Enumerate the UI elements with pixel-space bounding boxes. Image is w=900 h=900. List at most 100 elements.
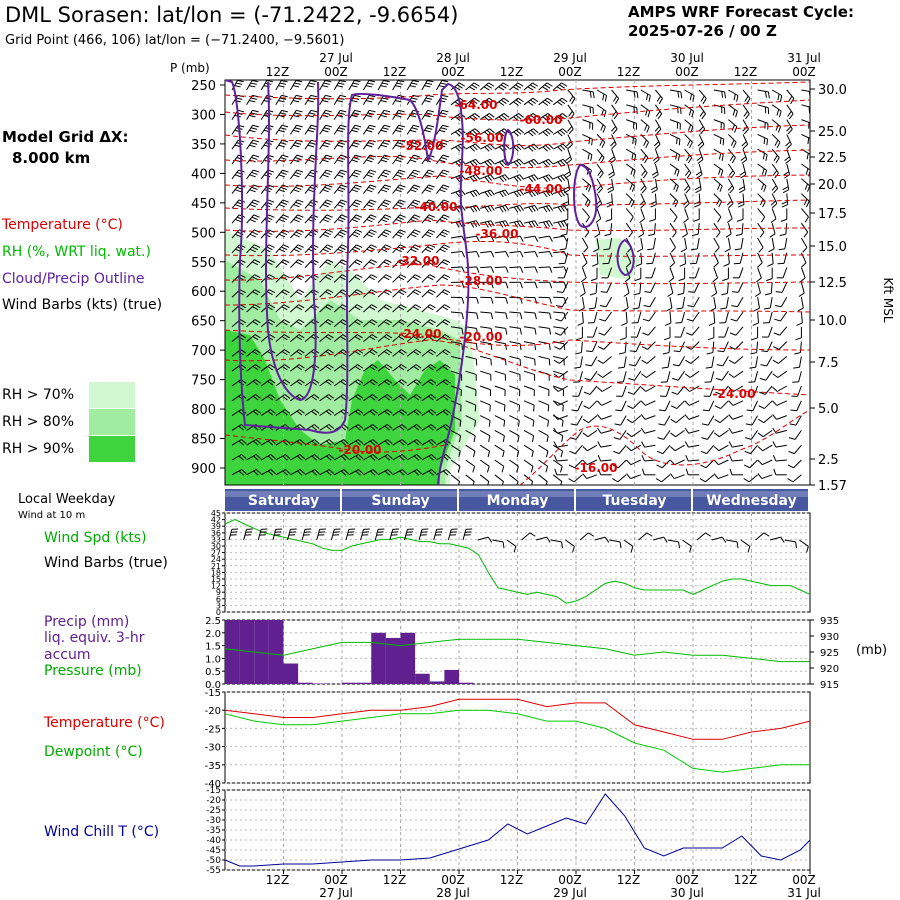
y-tick-label: 9 xyxy=(216,588,221,597)
wind-barb-flag xyxy=(734,126,738,133)
wind-barb xyxy=(301,528,312,541)
wind-barb xyxy=(686,311,700,322)
wind-barb-flag xyxy=(282,214,290,218)
wind-barb-staff xyxy=(600,459,612,462)
wind-barb-flag xyxy=(339,109,347,113)
wind-barb-staff xyxy=(710,371,715,382)
wind-barb-flag xyxy=(532,82,539,87)
pressure-line xyxy=(224,638,810,663)
wind-barb xyxy=(672,370,686,381)
wind-barb-flag xyxy=(672,377,679,381)
wind-barb xyxy=(421,304,436,313)
wind-barb-flag xyxy=(516,466,519,473)
wind-barb-flag xyxy=(293,248,300,253)
wind-barb-staff xyxy=(231,424,242,431)
wind-barb-flag xyxy=(339,231,346,236)
wind-barb-flag xyxy=(455,206,460,213)
wind-barb-flag xyxy=(596,185,602,191)
wind-barb-flag xyxy=(790,409,797,412)
wind-barb-flag xyxy=(547,128,554,134)
wind-barb-staff xyxy=(246,409,257,417)
wind-barb xyxy=(231,439,247,446)
wind-barb xyxy=(377,424,393,431)
wind-barb-flag xyxy=(298,364,305,369)
wind-barb-flag xyxy=(413,169,420,173)
forecast-cycle-value: 2025-07-26 / 00 Z xyxy=(628,22,777,40)
wind-barb-flag xyxy=(663,536,668,543)
wind-barb-staff xyxy=(406,259,416,268)
wind-barb-flag xyxy=(398,395,405,401)
wind-barb xyxy=(319,94,332,106)
wind-barb-flag xyxy=(328,379,334,384)
wind-barb-flag xyxy=(251,171,258,175)
wind-barb-flag xyxy=(357,394,364,399)
wind-barb xyxy=(653,134,661,150)
wind-barb-flag xyxy=(628,199,633,206)
wind-barb-flag xyxy=(650,186,658,191)
wind-barb xyxy=(552,97,568,106)
wind-barb-staff xyxy=(619,430,627,440)
wind-barb-flag xyxy=(281,291,288,296)
wind-barb-flag xyxy=(281,261,288,266)
wind-barb xyxy=(304,184,318,194)
wind-barb-flag xyxy=(632,307,639,310)
wind-barb-staff xyxy=(691,341,700,350)
wind-barb xyxy=(636,237,644,253)
wind-barb-flag xyxy=(780,218,787,222)
wind-barb-flag xyxy=(545,145,551,151)
wind-barb xyxy=(617,371,627,383)
wind-barb-staff xyxy=(538,459,548,467)
y-tick-label: 0 xyxy=(216,608,221,617)
wind-barb-flag xyxy=(425,112,433,115)
wind-barb xyxy=(670,400,685,410)
wind-barb xyxy=(687,296,700,308)
wind-barb-staff xyxy=(727,208,733,219)
wind-barb-staff xyxy=(319,469,330,476)
y-tick-label: 915 xyxy=(820,680,839,691)
wind-barb-staff xyxy=(733,370,744,378)
wind-barb xyxy=(742,104,750,120)
wind-barb-flag xyxy=(726,218,733,224)
wind-barb-flag xyxy=(698,144,705,150)
wind-barb-staff xyxy=(538,429,549,437)
wind-barb-staff xyxy=(494,370,506,375)
wind-barb-staff xyxy=(681,311,686,323)
wind-barb-flag xyxy=(642,155,647,161)
wind-barb-staff xyxy=(713,282,718,294)
wind-barb-staff xyxy=(611,163,615,175)
precip-bar xyxy=(459,682,474,684)
wind-barb-flag xyxy=(443,259,451,263)
wind-barb xyxy=(348,304,363,313)
wind-barb-staff xyxy=(494,474,504,482)
wind-barb-flag xyxy=(267,410,274,416)
wind-barb-flag xyxy=(280,157,287,160)
wind-barb-staff xyxy=(246,319,256,328)
wind-barb xyxy=(333,469,349,476)
wind-barb-staff xyxy=(782,267,788,279)
wind-barb-staff xyxy=(637,311,642,323)
wind-barb-staff xyxy=(609,237,613,249)
wind-barb xyxy=(480,281,494,289)
wind-barb-staff xyxy=(728,119,738,128)
wind-barb-flag xyxy=(544,99,551,104)
wind-barb-flag xyxy=(778,248,785,251)
wind-barb xyxy=(602,252,613,265)
wind-barb-staff xyxy=(604,326,612,336)
wind-barb-staff xyxy=(769,536,781,541)
wind-barb xyxy=(713,459,729,466)
wind-barb-flag xyxy=(545,466,549,473)
wind-barb-staff xyxy=(600,429,612,434)
wind-barb-flag xyxy=(625,262,632,268)
wind-barb-flag xyxy=(563,174,568,180)
wind-barb xyxy=(246,214,260,224)
wind-barb-staff xyxy=(793,459,802,469)
wind-barb-flag xyxy=(614,423,621,426)
wind-barb-flag xyxy=(642,172,648,179)
wind-barb xyxy=(477,536,493,543)
wind-barb xyxy=(553,189,568,198)
wind-barb-flag xyxy=(644,124,648,131)
wind-barb xyxy=(575,341,583,355)
wind-barb-staff xyxy=(275,409,286,417)
wind-barb-staff xyxy=(377,469,388,476)
wind-barb xyxy=(363,169,377,180)
